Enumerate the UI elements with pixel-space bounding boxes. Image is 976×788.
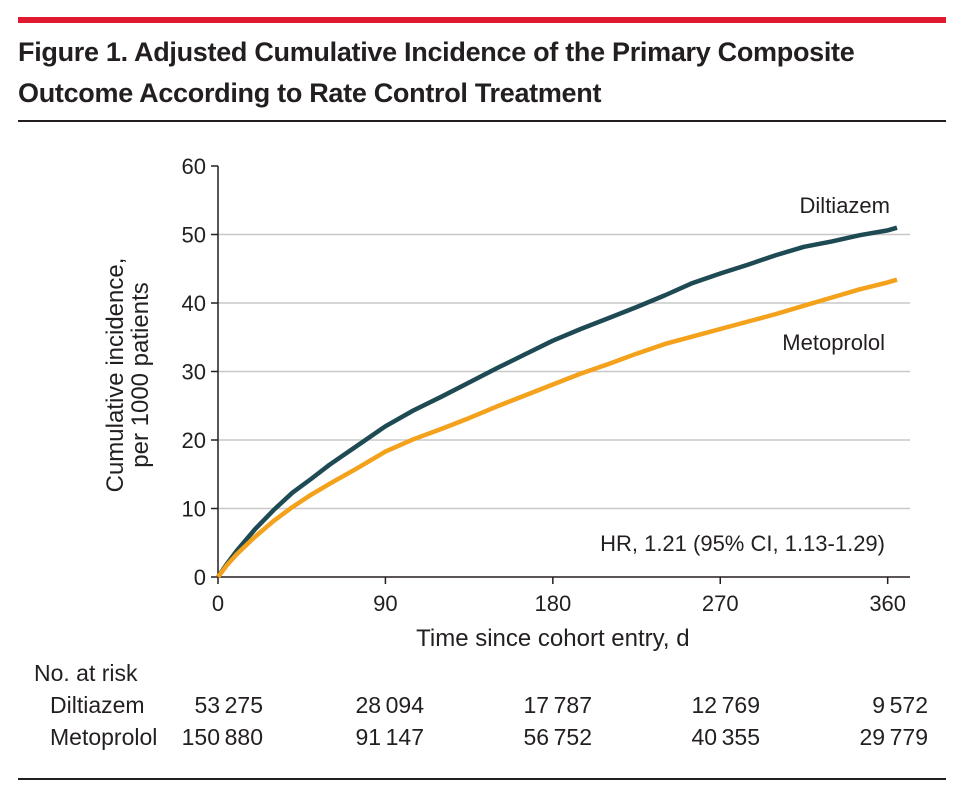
- title-rule: [18, 120, 946, 122]
- y-tick-label-50: 50: [182, 223, 206, 248]
- at-risk-diltiazem-day-90: 28 094: [355, 692, 424, 718]
- at-risk-metoprolol-day-360: 29 779: [859, 724, 928, 750]
- x-tick-label-360: 360: [869, 591, 906, 616]
- x-tick-label-0: 0: [212, 591, 224, 616]
- figure-title: Figure 1. Adjusted Cumulative Incidence …: [18, 37, 855, 108]
- at-risk-label-metoprolol: Metoprolol: [50, 724, 158, 750]
- y-axis-label-line-2: per 1000 patients: [127, 282, 154, 467]
- x-axis-label: Time since cohort entry, d: [416, 625, 689, 652]
- y-tick-label-40: 40: [182, 291, 206, 316]
- y-tick-label-30: 30: [182, 360, 206, 385]
- series-label-metoprolol: Metoprolol: [782, 330, 885, 355]
- at-risk-diltiazem-day-0: 53 275: [194, 692, 263, 718]
- bottom-rule: [18, 778, 946, 780]
- y-tick-label-0: 0: [194, 565, 206, 590]
- at-risk-diltiazem-day-180: 17 787: [523, 692, 592, 718]
- x-tick-label-90: 90: [373, 591, 397, 616]
- y-axis-label-line-1: Cumulative incidence,: [102, 258, 129, 493]
- at-risk-metoprolol-day-90: 91 147: [355, 724, 424, 750]
- x-tick-label-180: 180: [534, 591, 571, 616]
- series-line-metoprolol: [216, 277, 898, 579]
- at-risk-heading: No. at risk: [34, 660, 138, 686]
- x-tick-label-270: 270: [702, 591, 739, 616]
- at-risk-metoprolol-day-270: 40 355: [691, 724, 760, 750]
- at-risk-label-diltiazem: Diltiazem: [50, 692, 145, 718]
- series-label-diltiazem: Diltiazem: [800, 193, 890, 218]
- at-risk-metoprolol-day-180: 56 752: [523, 724, 592, 750]
- cumulative-incidence-chart: 0 10 20 30 40 50 60 0 90 180 270 360 Diltiazem Metopr…: [102, 154, 910, 652]
- y-tick-label-10: 10: [182, 497, 206, 522]
- at-risk-row-diltiazem: Diltiazem 53 275 28 094 17 787 12 769 9 …: [0, 692, 976, 718]
- at-risk-metoprolol-day-0: 150 880: [181, 724, 263, 750]
- y-tick-label-20: 20: [182, 428, 206, 453]
- accent-bar: [18, 17, 946, 23]
- hazard-ratio-annotation: HR, 1.21 (95% CI, 1.13-1.29): [600, 531, 885, 556]
- at-risk-row-metoprolol: Metoprolol 150 880 91 147 56 752 40 355 …: [0, 724, 976, 750]
- series-line-diltiazem: [216, 225, 898, 579]
- y-tick-label-60: 60: [182, 154, 206, 179]
- at-risk-diltiazem-day-270: 12 769: [691, 692, 760, 718]
- at-risk-diltiazem-day-360: 9 572: [872, 692, 928, 718]
